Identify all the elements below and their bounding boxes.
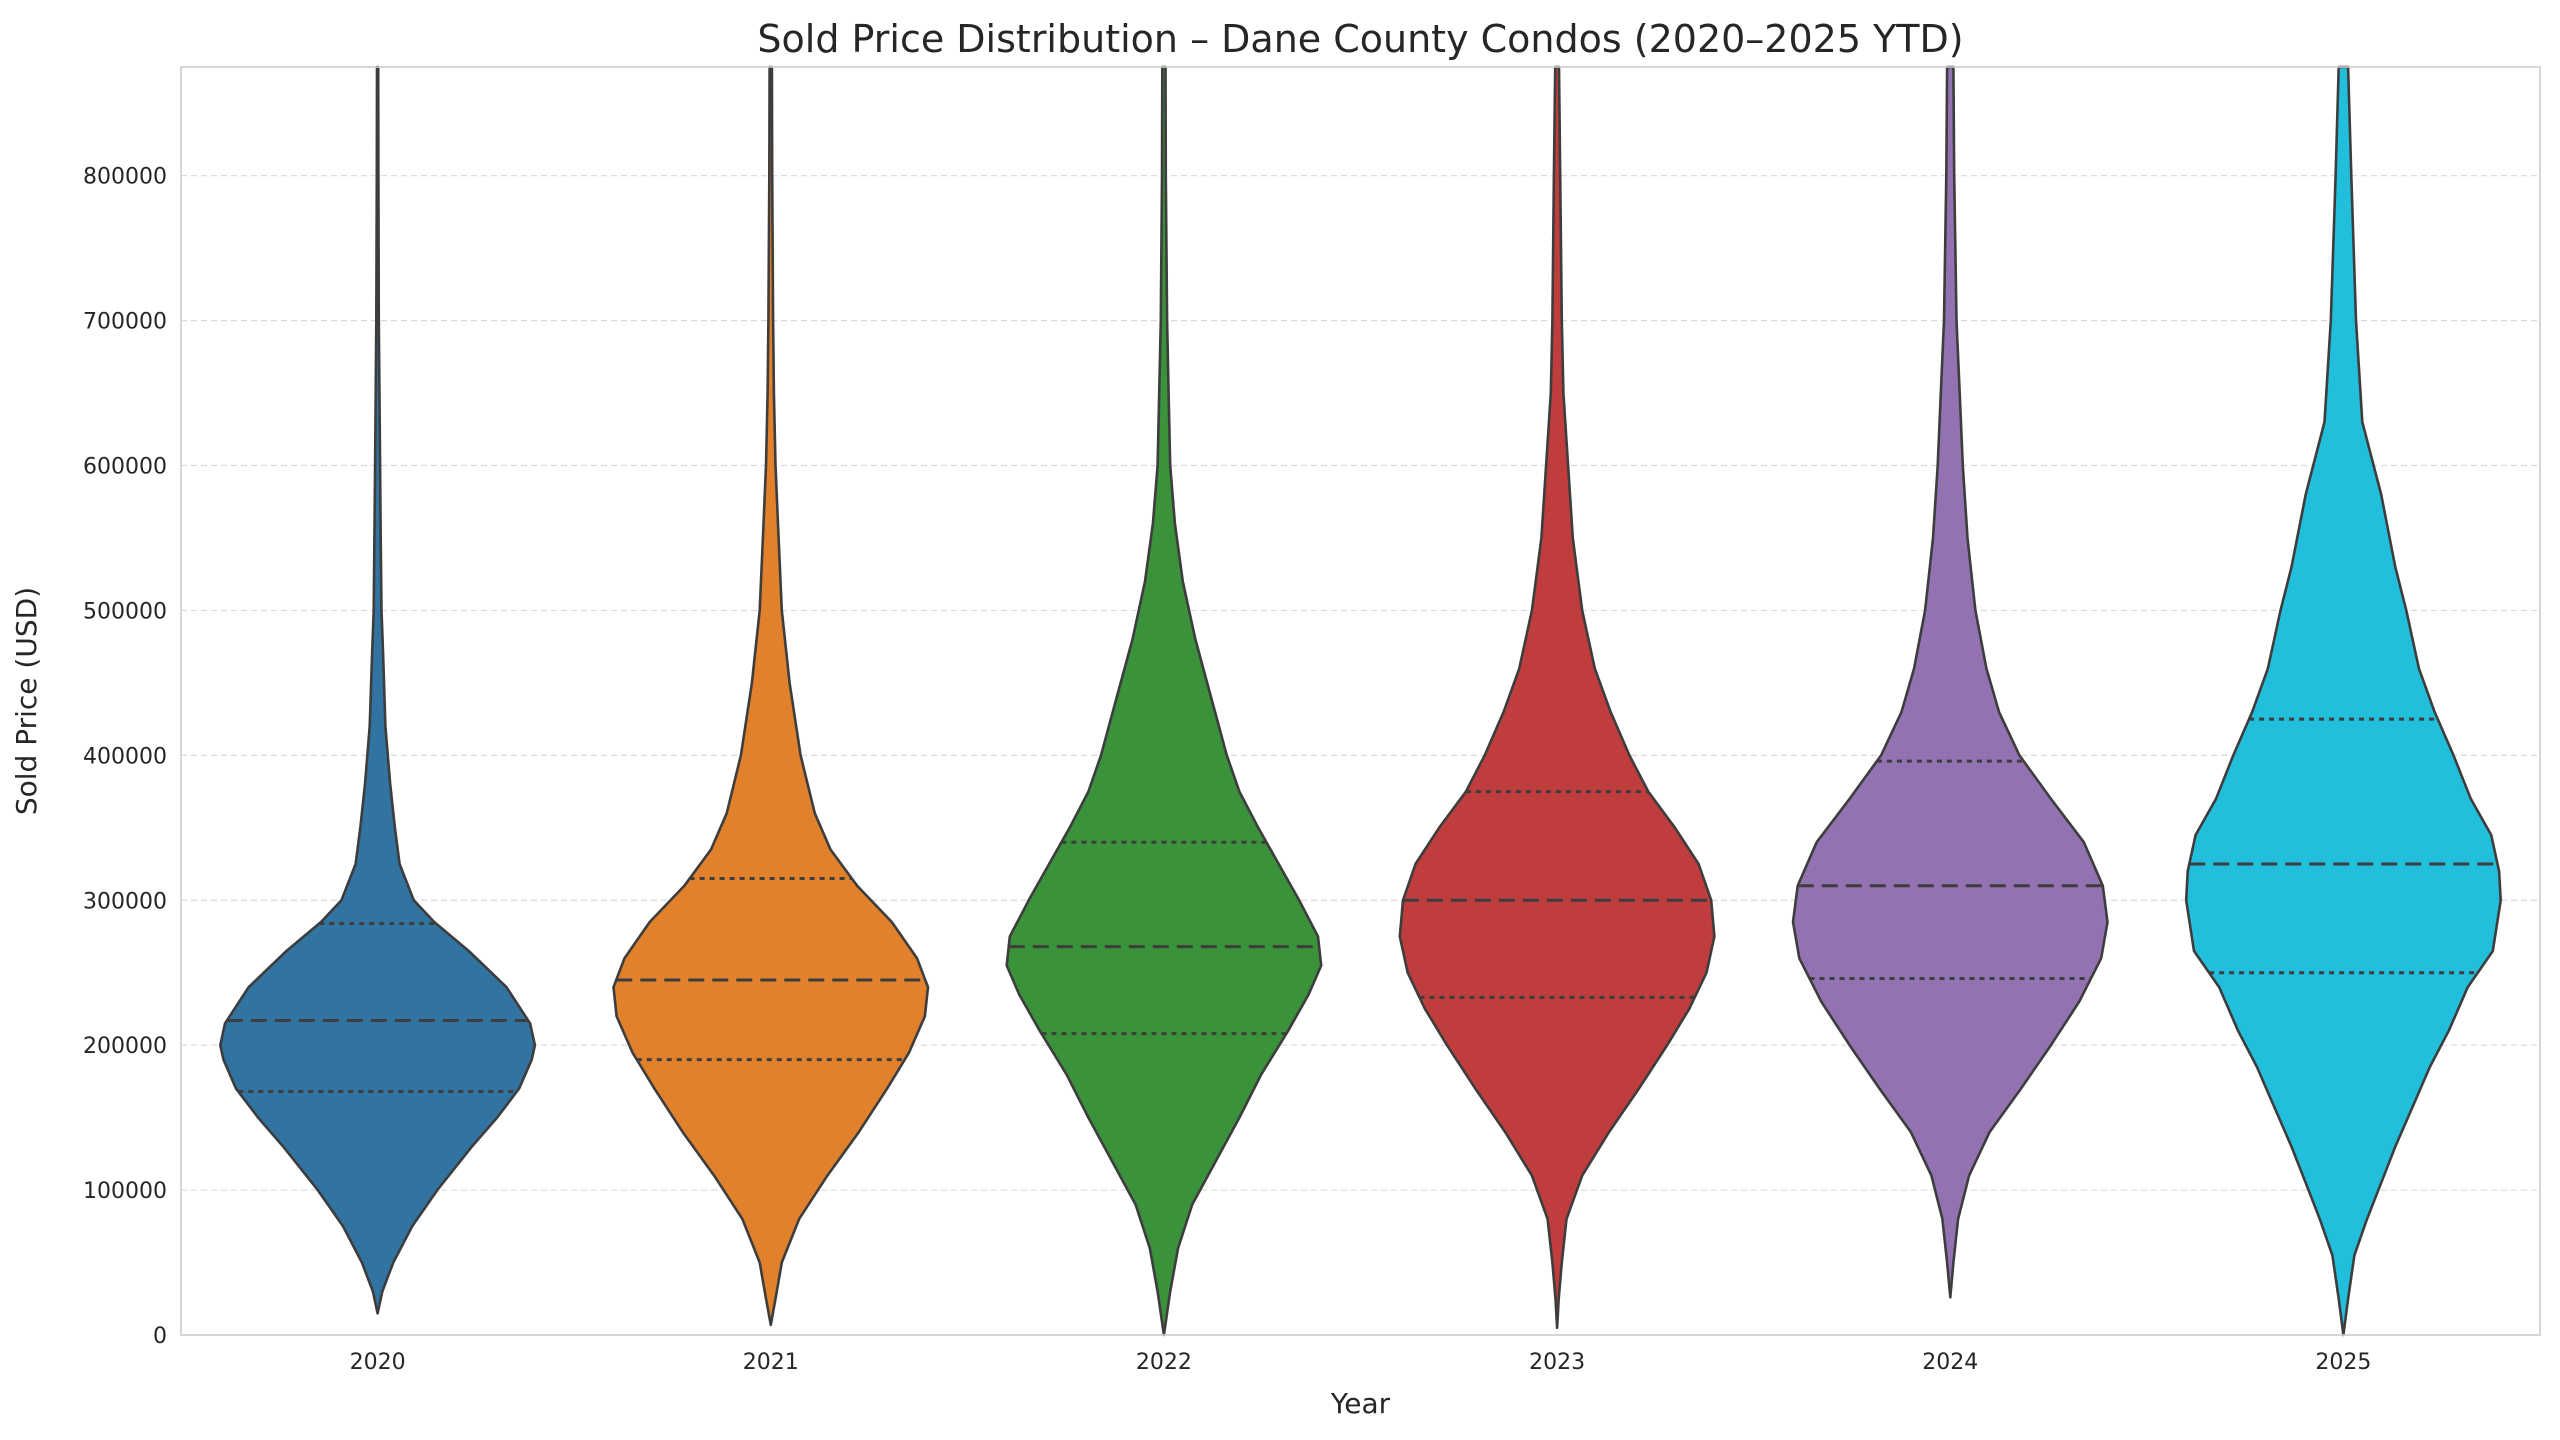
x-tick-label: 2024	[1922, 1350, 1978, 1375]
y-tick-label: 200000	[83, 1034, 167, 1059]
violins-layer	[219, 65, 2502, 1337]
y-gridlines	[181, 175, 2540, 1191]
y-tick-labels: 0 100000 200000 300000 400000 500000 600000 700…	[83, 165, 167, 1349]
x-tick-label: 2025	[2315, 1350, 2371, 1375]
x-tick-labels: 2020 2021 2022 2023 2024 2025	[350, 1350, 2372, 1375]
y-tick-label: 100000	[83, 1179, 167, 1204]
y-tick-label: 400000	[83, 744, 167, 769]
y-tick-label: 800000	[83, 165, 167, 190]
y-tick-label: 300000	[83, 889, 167, 914]
x-tick-label: 2021	[743, 1350, 799, 1375]
y-tick-label: 600000	[83, 455, 167, 480]
chart-title: Sold Price Distribution – Dane County Co…	[757, 17, 1963, 61]
x-axis-label: Year	[1330, 1387, 1391, 1420]
y-tick-label: 500000	[83, 599, 167, 624]
plot-frame	[180, 66, 2541, 1336]
x-tick-label: 2020	[350, 1350, 406, 1375]
y-axis-label: Sold Price (USD)	[10, 587, 43, 815]
x-tick-label: 2023	[1529, 1350, 1585, 1375]
y-tick-label: 0	[153, 1324, 167, 1349]
y-tick-label: 700000	[83, 310, 167, 335]
x-tick-label: 2022	[1136, 1350, 1192, 1375]
